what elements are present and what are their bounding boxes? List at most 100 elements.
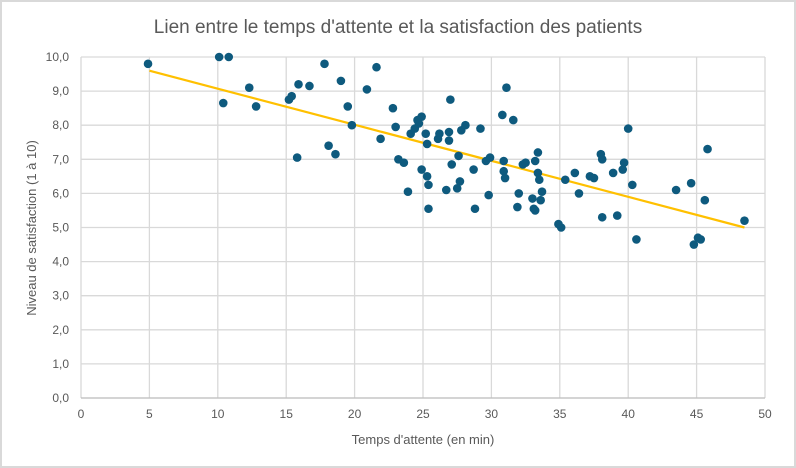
data-point: [703, 144, 712, 154]
data-point: [686, 178, 696, 188]
y-tick-label: 10,0: [46, 50, 70, 64]
data-point: [336, 76, 346, 86]
data-point: [597, 155, 607, 164]
data-point: [455, 177, 465, 186]
data-point: [696, 235, 706, 244]
data-point: [618, 165, 628, 174]
data-point: [689, 240, 699, 249]
chart-title: Lien entre le temps d'attente et la sati…: [154, 17, 642, 38]
data-point: [528, 194, 537, 203]
data-point: [560, 175, 570, 185]
data-point: [623, 124, 633, 133]
trendline: [149, 69, 745, 229]
data-point: [454, 151, 463, 161]
y-tick-label: 1,0: [52, 357, 69, 371]
data-point: [417, 165, 426, 174]
y-tick-label: 0,0: [52, 391, 69, 405]
data-point: [612, 211, 622, 220]
data-point: [347, 120, 357, 130]
y-tick-label: 8,0: [52, 118, 69, 132]
data-point: [700, 195, 710, 205]
y-tick-label: 2,0: [52, 323, 69, 337]
data-point: [399, 158, 409, 168]
data-point: [632, 235, 641, 244]
data-point: [214, 52, 224, 62]
data-point: [500, 173, 510, 183]
x-tick-label: 35: [553, 407, 567, 421]
data-point: [589, 173, 599, 183]
x-tick-label: 40: [622, 407, 636, 421]
data-point: [470, 204, 480, 214]
data-point: [424, 204, 433, 214]
data-point: [530, 206, 540, 215]
x-tick-label: 20: [348, 407, 362, 421]
data-point: [469, 165, 478, 174]
data-point: [422, 172, 432, 181]
data-point: [671, 185, 681, 195]
x-tick-label: 0: [78, 407, 85, 421]
data-point: [521, 158, 530, 168]
data-point: [414, 119, 424, 128]
data-point: [447, 160, 457, 169]
data-point: [444, 136, 454, 145]
y-tick-label: 4,0: [52, 255, 69, 269]
data-point: [388, 103, 398, 113]
data-point: [421, 129, 431, 139]
data-point: [484, 190, 493, 200]
data-point: [444, 127, 454, 137]
data-point: [362, 85, 372, 94]
data-point: [508, 115, 518, 125]
data-point: [533, 168, 543, 178]
data-point: [502, 83, 511, 92]
data-point: [218, 98, 228, 108]
data-point: [485, 153, 495, 162]
data-point: [244, 83, 254, 92]
data-point: [537, 187, 547, 196]
y-tick-label: 9,0: [52, 84, 69, 98]
data-point: [536, 195, 545, 205]
data-point: [570, 168, 580, 178]
data-point: [417, 112, 426, 121]
data-point: [422, 139, 432, 149]
points-layer: [143, 52, 749, 249]
data-point: [224, 52, 234, 62]
data-point: [740, 216, 749, 225]
data-point: [628, 180, 637, 190]
data-point: [292, 153, 302, 162]
y-tick-label: 7,0: [52, 152, 69, 166]
data-point: [424, 180, 433, 190]
y-tick-label: 6,0: [52, 186, 69, 200]
data-point: [324, 141, 333, 150]
data-point: [403, 187, 413, 196]
data-point: [143, 59, 153, 69]
data-point: [294, 79, 303, 89]
x-tick-label: 30: [485, 407, 499, 421]
y-axis-label: Niveau de satisfaction (1 à 10): [24, 140, 39, 316]
data-point: [441, 185, 451, 195]
data-point: [372, 62, 381, 72]
grid-layer: [80, 56, 766, 399]
data-point: [499, 156, 509, 166]
x-tick-label: 10: [211, 407, 225, 421]
data-point: [452, 183, 462, 193]
data-point: [534, 175, 544, 185]
data-point: [498, 110, 507, 120]
data-point: [391, 122, 400, 132]
data-point: [376, 134, 385, 144]
data-point: [530, 156, 540, 166]
data-point: [556, 223, 566, 232]
x-tick-label: 5: [146, 407, 153, 421]
y-tick-label: 3,0: [52, 289, 69, 303]
data-point: [320, 59, 329, 69]
axis-ticks: 0 5 10 15 20 25 30 35 40 45 50 0,0 1,0 2,0 3,0 4,0 5,0 6,…: [46, 50, 772, 421]
x-tick-label: 45: [690, 407, 704, 421]
x-axis-label: Temps d'attente (en min): [352, 432, 495, 447]
data-point: [476, 124, 485, 133]
data-point: [446, 95, 455, 104]
trendline-layer: [149, 69, 745, 229]
data-point: [461, 120, 470, 130]
data-point: [574, 189, 584, 198]
data-point: [305, 81, 314, 91]
data-point: [597, 212, 607, 222]
